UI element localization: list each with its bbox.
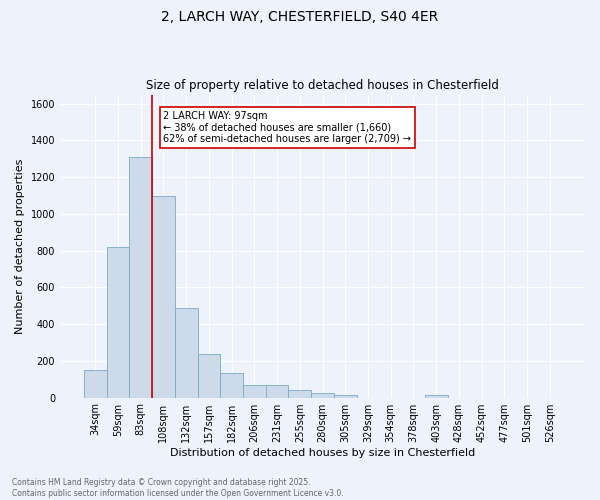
Bar	[220, 373, 243, 398]
Bar	[175, 308, 197, 398]
Bar	[243, 384, 266, 398]
Bar	[84, 370, 107, 398]
Bar	[289, 390, 311, 398]
Bar	[334, 395, 356, 398]
Y-axis label: Number of detached properties: Number of detached properties	[15, 158, 25, 334]
Bar	[152, 196, 175, 398]
Text: 2, LARCH WAY, CHESTERFIELD, S40 4ER: 2, LARCH WAY, CHESTERFIELD, S40 4ER	[161, 10, 439, 24]
X-axis label: Distribution of detached houses by size in Chesterfield: Distribution of detached houses by size …	[170, 448, 475, 458]
Bar	[311, 392, 334, 398]
Bar	[130, 157, 152, 398]
Bar	[197, 354, 220, 398]
Bar	[425, 395, 448, 398]
Bar	[107, 247, 130, 398]
Title: Size of property relative to detached houses in Chesterfield: Size of property relative to detached ho…	[146, 79, 499, 92]
Text: 2 LARCH WAY: 97sqm
← 38% of detached houses are smaller (1,660)
62% of semi-deta: 2 LARCH WAY: 97sqm ← 38% of detached hou…	[163, 111, 412, 144]
Text: Contains HM Land Registry data © Crown copyright and database right 2025.
Contai: Contains HM Land Registry data © Crown c…	[12, 478, 344, 498]
Bar	[266, 385, 289, 398]
